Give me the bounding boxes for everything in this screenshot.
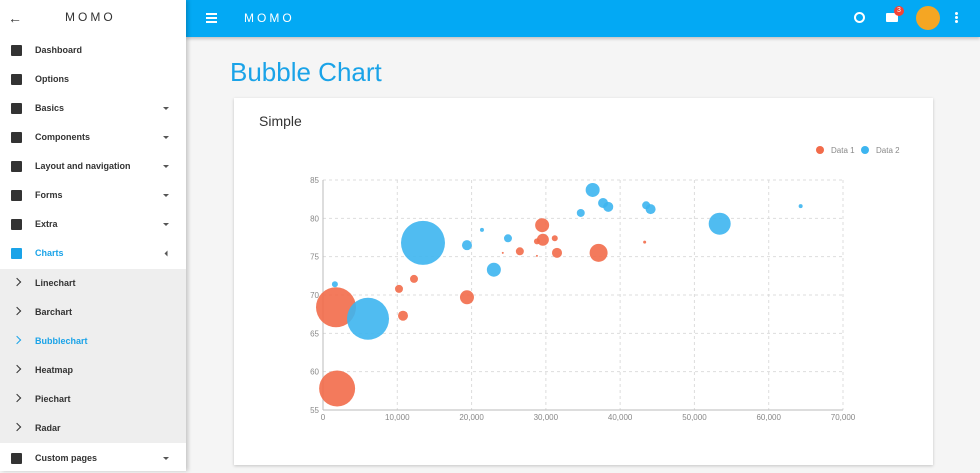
y-tick-label: 70	[310, 291, 319, 300]
bubble	[708, 212, 731, 235]
menu-label: Forms	[35, 190, 63, 200]
x-tick-label: 40,000	[608, 413, 633, 422]
menu-label: Basics	[35, 103, 65, 113]
bubble	[459, 290, 474, 305]
bubble	[533, 238, 540, 245]
y-tick-label: 55	[310, 406, 319, 415]
more-button[interactable]	[955, 12, 958, 15]
bubble	[645, 204, 656, 215]
x-tick-label: 20,000	[459, 413, 484, 422]
mail-button[interactable]	[886, 13, 898, 22]
menu-item[interactable]: Dashboard	[0, 36, 186, 65]
bubble	[501, 251, 504, 254]
menu-item[interactable]: Extra	[0, 210, 186, 239]
menu-label: Radar	[35, 423, 61, 433]
bubble	[503, 234, 512, 243]
menu-label: Linechart	[35, 278, 76, 288]
submenu-item[interactable]: Barchart	[0, 298, 186, 327]
legend-label: Data 1	[831, 146, 855, 155]
menu-label: Bubblechart	[35, 336, 88, 346]
y-tick-label: 80	[310, 214, 319, 223]
bubble	[479, 227, 484, 232]
bubble	[410, 274, 418, 283]
menu-label: Barchart	[35, 307, 73, 317]
bubble	[536, 233, 549, 246]
y-tick-label: 60	[310, 368, 319, 377]
menu-button[interactable]	[206, 13, 217, 15]
bubble	[589, 243, 608, 262]
bubble	[486, 262, 501, 277]
chart: 55 60 65 70 75 80 85 0 10,000 20,000 30,000 40,000 5…	[310, 146, 900, 422]
menu-item[interactable]: Components	[0, 123, 186, 152]
menu-label: Charts	[35, 248, 64, 258]
menu-item[interactable]: Basics	[0, 94, 186, 123]
menu-item[interactable]: Layout and navigation	[0, 152, 186, 181]
bubble	[798, 204, 803, 209]
bubble	[576, 208, 585, 217]
bubble	[643, 240, 647, 244]
bubble	[398, 310, 409, 321]
back-arrow[interactable]: ←	[8, 10, 22, 26]
legend-marker	[861, 146, 869, 154]
search-button[interactable]	[854, 12, 865, 23]
legend-label: Data 2	[876, 146, 900, 155]
brand: MOMO	[244, 11, 295, 25]
y-tick-label: 65	[310, 329, 319, 338]
bubble	[535, 254, 538, 257]
menu-item[interactable]: Options	[0, 65, 186, 94]
menu-item[interactable]: Forms	[0, 181, 186, 210]
menu-label: Piechart	[35, 394, 71, 404]
x-tick-label: 30,000	[534, 413, 559, 422]
brand: MOMO	[65, 10, 116, 24]
avatar[interactable]	[916, 6, 940, 30]
badge: 3	[894, 6, 904, 16]
bubble	[535, 218, 550, 233]
y-tick-label: 75	[310, 253, 319, 262]
header: MOMO 3	[186, 0, 980, 37]
submenu-item[interactable]: Radar	[0, 414, 186, 443]
menu-label: Layout and navigation	[35, 161, 131, 171]
submenu: Linechart Barchart Bubblechart Heatmap Piech…	[0, 269, 186, 443]
bubble	[316, 287, 356, 328]
y-tick-label: 85	[310, 176, 319, 185]
menu-item[interactable]: Charts	[0, 239, 186, 268]
menu-label: Options	[35, 74, 69, 84]
page-title: Bubble Chart	[230, 57, 382, 87]
card-title: Simple	[259, 113, 302, 129]
bubble	[585, 182, 600, 197]
submenu-item[interactable]: Heatmap	[0, 356, 186, 385]
bubble	[515, 247, 524, 256]
menu-label: Custom pages	[35, 453, 98, 463]
bubble	[552, 247, 562, 258]
submenu-item[interactable]: Bubblechart	[0, 327, 186, 356]
sidebar: ← MOMO Dashboard Options Basics Components L…	[0, 0, 186, 471]
menu-label: Components	[35, 132, 90, 142]
menu-item[interactable]: Custom pages	[0, 444, 186, 473]
submenu-item[interactable]: Piechart	[0, 385, 186, 414]
bubble	[551, 235, 558, 242]
bubble	[400, 220, 445, 265]
menu-label: Extra	[35, 219, 58, 229]
submenu-item[interactable]: Linechart	[0, 269, 186, 298]
bubble	[461, 240, 472, 251]
bubble	[331, 281, 338, 288]
x-tick-label: 0	[321, 413, 326, 422]
x-tick-label: 60,000	[756, 413, 781, 422]
menu-label: Heatmap	[35, 365, 74, 375]
card: Simple 55 60 65 70 75 80 85 0 10,000 20,000 30,000…	[234, 98, 933, 465]
menu-label: Dashboard	[35, 45, 83, 55]
bubble	[394, 284, 403, 293]
x-tick-label: 50,000	[682, 413, 707, 422]
bubble	[347, 297, 390, 340]
bubble	[603, 201, 614, 212]
legend-marker	[816, 146, 824, 154]
bubble	[319, 370, 356, 407]
x-tick-label: 10,000	[385, 413, 410, 422]
x-tick-label: 70,000	[831, 413, 856, 422]
